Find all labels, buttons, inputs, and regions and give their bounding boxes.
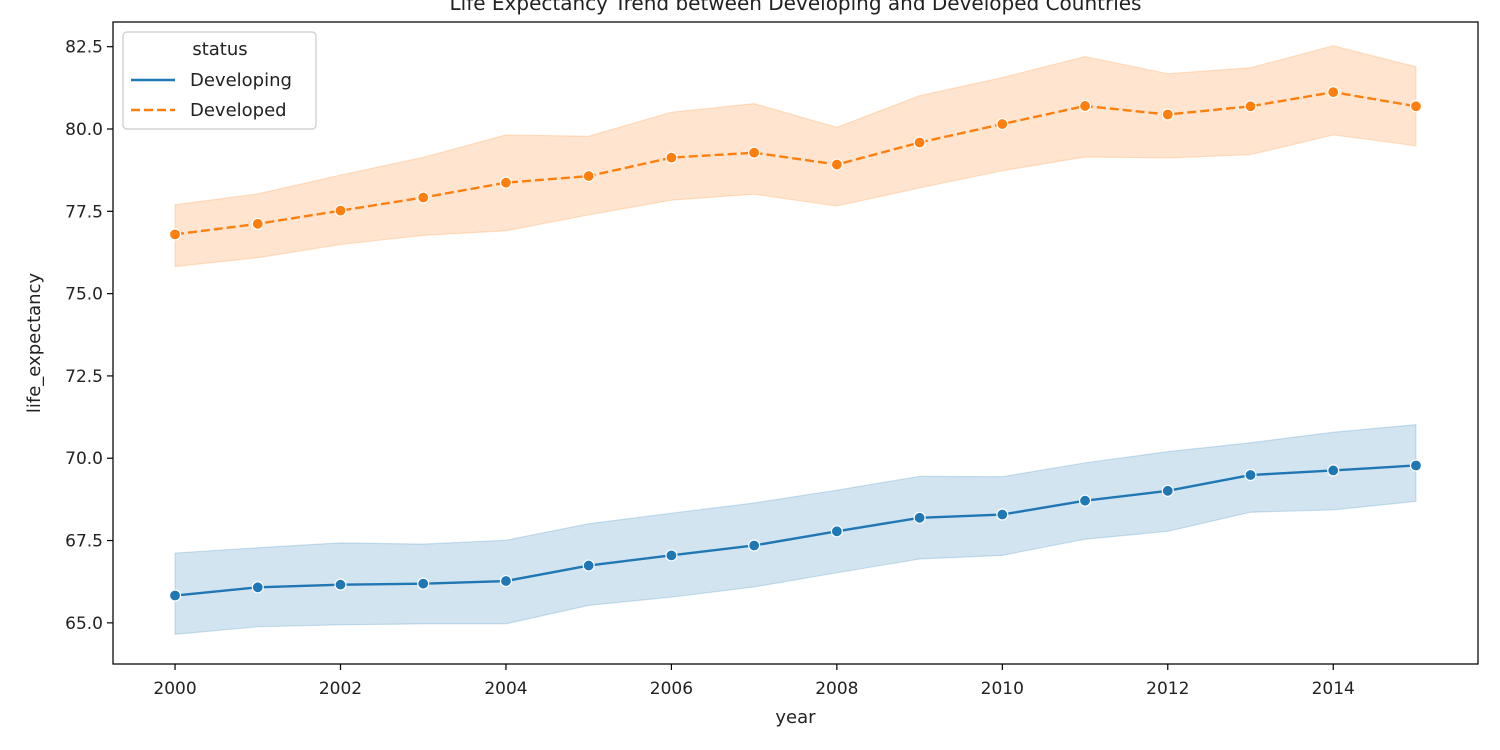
confidence-band-developed bbox=[174, 45, 1417, 268]
data-point-developing bbox=[1327, 464, 1340, 477]
y-tick-label: 80.0 bbox=[65, 120, 103, 140]
confidence-band-developing bbox=[174, 423, 1417, 636]
data-point-developed bbox=[1409, 100, 1423, 113]
series-line-developing bbox=[174, 464, 1417, 597]
data-point-developing bbox=[1409, 459, 1423, 472]
legend-title: status bbox=[192, 39, 247, 60]
confidence-bands bbox=[174, 45, 1417, 636]
y-tick-label: 75.0 bbox=[65, 285, 103, 305]
data-point-developing bbox=[417, 577, 430, 590]
data-point-developed bbox=[251, 217, 264, 230]
legend-label: Developing bbox=[190, 70, 292, 91]
data-point-developing bbox=[748, 539, 761, 552]
y-tick-label: 65.0 bbox=[65, 614, 103, 634]
data-point-developed bbox=[748, 146, 761, 159]
y-tick-label: 70.0 bbox=[65, 449, 103, 469]
y-axis: 65.0 67.5 70.0 72.5 75.0 77.5 80.0 82.5 bbox=[65, 38, 113, 634]
data-point-developed bbox=[665, 151, 678, 164]
data-point-developed bbox=[913, 136, 926, 149]
data-point-developing bbox=[168, 589, 182, 602]
data-point-developing bbox=[996, 508, 1009, 521]
legend-label: Developed bbox=[190, 100, 287, 121]
data-point-developed bbox=[830, 158, 843, 171]
x-tick-label: 2002 bbox=[319, 679, 362, 699]
x-tick-label: 2008 bbox=[815, 679, 858, 699]
x-axis-label: year bbox=[775, 707, 816, 728]
data-point-developing bbox=[1078, 494, 1092, 507]
x-tick-label: 2000 bbox=[153, 679, 196, 699]
y-tick-label: 67.5 bbox=[65, 532, 103, 552]
legend-box bbox=[122, 31, 317, 130]
series-line-developed bbox=[174, 90, 1417, 236]
data-point-developing bbox=[665, 549, 678, 562]
data-point-developed bbox=[582, 169, 595, 183]
data-point-developed bbox=[1327, 86, 1340, 99]
x-tick-label: 2012 bbox=[1146, 679, 1189, 699]
x-tick-label: 2014 bbox=[1312, 679, 1355, 699]
data-point-developed bbox=[417, 191, 430, 204]
data-point-developed bbox=[168, 228, 182, 241]
plot-frame bbox=[112, 21, 1479, 665]
data-point-developing bbox=[251, 581, 264, 594]
y-tick-label: 77.5 bbox=[65, 202, 103, 222]
y-tick-label: 82.5 bbox=[65, 38, 103, 58]
y-tick-label: 72.5 bbox=[65, 367, 103, 387]
data-point-developed bbox=[1078, 99, 1092, 113]
series-lines bbox=[174, 90, 1417, 597]
x-tick-label: 2006 bbox=[650, 679, 693, 699]
data-point-developed bbox=[334, 204, 347, 217]
data-point-developing bbox=[1244, 468, 1257, 482]
chart-title: Life Expectancy Trend between Developing… bbox=[450, 0, 1142, 15]
y-axis-label: life_expectancy bbox=[24, 273, 45, 414]
legend: status Developing Developed bbox=[122, 31, 317, 130]
data-point-developed bbox=[996, 117, 1009, 131]
data-point-developing bbox=[1161, 484, 1174, 497]
series-markers bbox=[168, 86, 1423, 602]
data-point-developed bbox=[499, 176, 513, 189]
data-point-developing bbox=[582, 559, 595, 572]
data-point-developed bbox=[1161, 108, 1174, 121]
data-point-developing bbox=[334, 578, 347, 591]
data-point-developing bbox=[499, 574, 513, 588]
x-axis: 2000 2002 2004 2006 2008 2010 2012 2014 bbox=[153, 664, 1355, 699]
x-tick-label: 2004 bbox=[484, 679, 527, 699]
x-tick-label: 2010 bbox=[981, 679, 1024, 699]
data-point-developing bbox=[913, 511, 926, 524]
data-point-developing bbox=[830, 525, 843, 538]
data-point-developed bbox=[1244, 100, 1257, 113]
